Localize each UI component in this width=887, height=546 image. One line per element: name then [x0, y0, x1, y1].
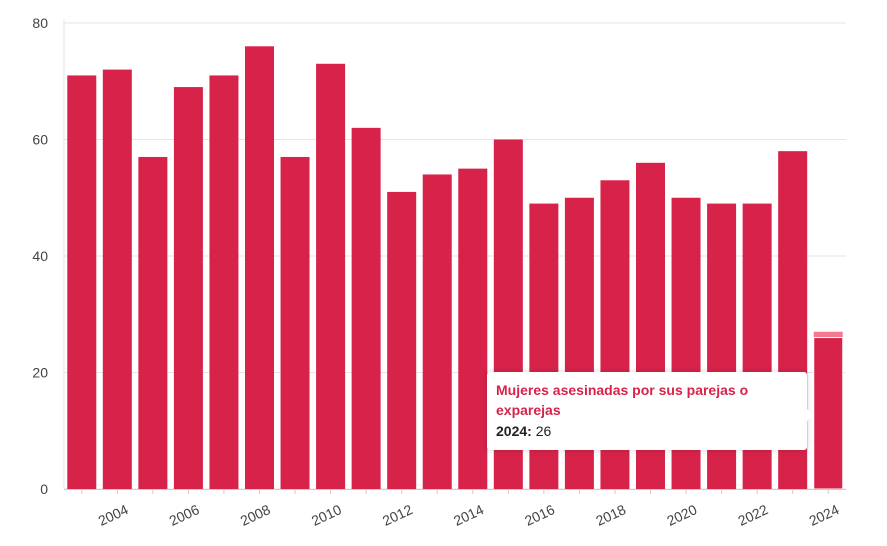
bars: [67, 46, 844, 490]
bar-2003[interactable]: [67, 75, 97, 490]
y-tick-label: 60: [32, 132, 48, 148]
x-axis: 2004 2006 2008 2010 2012 2014 2016 2018 2020 2022…: [64, 489, 846, 529]
bar-2011[interactable]: [351, 127, 381, 489]
y-tick-label: 0: [40, 481, 48, 497]
bar-2004[interactable]: [102, 69, 132, 489]
x-tick-label: 2004: [96, 501, 131, 529]
x-tick-label: 2012: [380, 501, 415, 529]
bar-2024[interactable]: [813, 337, 844, 490]
bar-2013[interactable]: [422, 174, 452, 489]
tooltip-arrow: [802, 404, 813, 426]
x-tick-label: 2024: [806, 501, 841, 529]
tooltip-label: 2024:: [496, 423, 532, 439]
x-tick-label: 2010: [309, 501, 344, 529]
x-tick-label: 2014: [451, 501, 486, 529]
tooltip-body: 2024: 26: [496, 420, 799, 442]
x-tick-label: 2020: [664, 501, 699, 529]
bar-2010[interactable]: [316, 63, 346, 490]
x-tick-label: 2006: [167, 501, 202, 529]
x-tick-label: 2022: [735, 501, 770, 529]
y-tick-label: 80: [32, 15, 48, 31]
x-tick-label: 2008: [238, 501, 273, 529]
bar-2014[interactable]: [458, 168, 488, 489]
bar-2007[interactable]: [209, 75, 239, 490]
bar-2012[interactable]: [387, 191, 417, 490]
y-tick-label: 40: [32, 248, 48, 264]
bar-2008[interactable]: [245, 46, 274, 490]
y-axis: 0 20 40 60 80: [32, 15, 48, 497]
tooltip-value: 26: [535, 423, 552, 439]
tooltip: Mujeres asesinadas por sus parejas o exp…: [487, 372, 807, 450]
x-tick-label: 2018: [593, 501, 628, 529]
y-tick-label: 20: [32, 365, 48, 381]
bar-2006[interactable]: [173, 87, 203, 489]
bar-2005[interactable]: [138, 156, 168, 489]
bar-2009[interactable]: [280, 156, 310, 489]
tooltip-title: Mujeres asesinadas por sus parejas o exp…: [496, 382, 749, 418]
x-tick-label: 2016: [522, 501, 557, 529]
